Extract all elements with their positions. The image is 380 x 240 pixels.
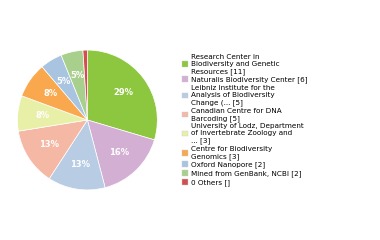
- Wedge shape: [42, 55, 87, 120]
- Text: 5%: 5%: [70, 71, 84, 80]
- Wedge shape: [18, 120, 87, 179]
- Legend: Research Center in
Biodiversity and Genetic
Resources [11], Naturalis Biodiversi: Research Center in Biodiversity and Gene…: [182, 54, 307, 186]
- Text: 16%: 16%: [109, 148, 129, 157]
- Text: 13%: 13%: [70, 160, 90, 169]
- Text: 8%: 8%: [35, 111, 49, 120]
- Text: 8%: 8%: [43, 90, 57, 98]
- Wedge shape: [49, 120, 105, 190]
- Wedge shape: [17, 96, 87, 131]
- Text: 5%: 5%: [57, 77, 71, 86]
- Text: 13%: 13%: [39, 140, 59, 149]
- Wedge shape: [22, 67, 87, 120]
- Text: 29%: 29%: [114, 88, 134, 97]
- Wedge shape: [83, 50, 87, 120]
- Wedge shape: [87, 120, 154, 188]
- Wedge shape: [61, 50, 87, 120]
- Wedge shape: [87, 50, 157, 140]
